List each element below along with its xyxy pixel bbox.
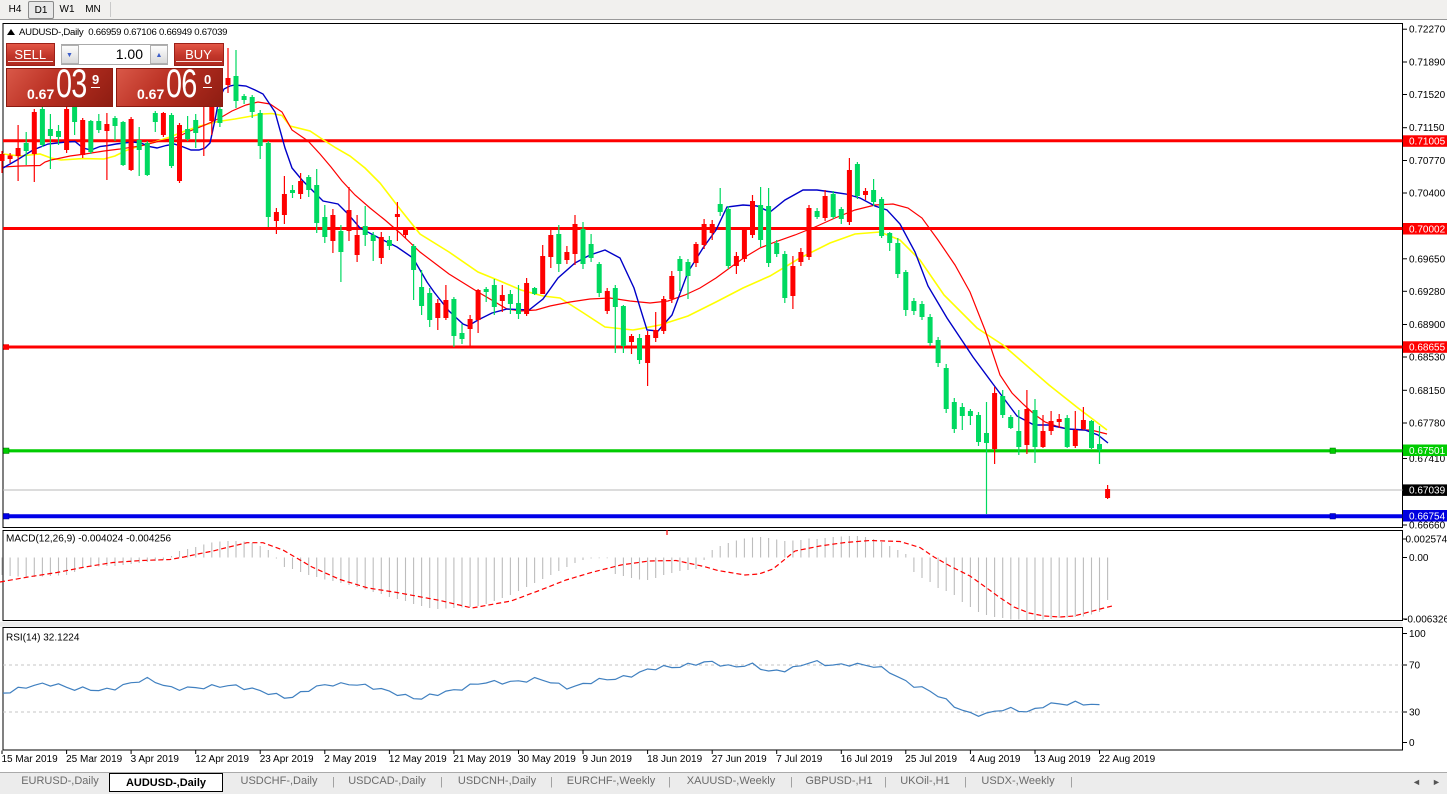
svg-text:0.67410: 0.67410 bbox=[1409, 454, 1446, 465]
svg-text:MACD(12,26,9) -0.004024 -0.004: MACD(12,26,9) -0.004024 -0.004256 bbox=[6, 534, 172, 545]
svg-text:0.66660: 0.66660 bbox=[1409, 521, 1446, 532]
svg-text:12 May 2019: 12 May 2019 bbox=[389, 754, 447, 765]
svg-text:2 May 2019: 2 May 2019 bbox=[324, 754, 377, 765]
svg-text:0.00: 0.00 bbox=[1409, 553, 1429, 564]
svg-text:70: 70 bbox=[1409, 661, 1421, 672]
svg-text:25 Jul 2019: 25 Jul 2019 bbox=[905, 754, 957, 765]
svg-text:0.68655: 0.68655 bbox=[1409, 343, 1446, 354]
svg-text:30: 30 bbox=[1409, 708, 1421, 719]
svg-text:18 Jun 2019: 18 Jun 2019 bbox=[647, 754, 702, 765]
svg-text:13 Aug 2019: 13 Aug 2019 bbox=[1035, 754, 1092, 765]
svg-text:0.71150: 0.71150 bbox=[1409, 123, 1445, 134]
svg-text:0.67039: 0.67039 bbox=[1409, 486, 1446, 497]
svg-text:0.70400: 0.70400 bbox=[1409, 189, 1446, 200]
svg-text:-0.006326: -0.006326 bbox=[1404, 615, 1447, 626]
svg-text:22 Aug 2019: 22 Aug 2019 bbox=[1099, 754, 1156, 765]
svg-text:0.70770: 0.70770 bbox=[1409, 156, 1446, 167]
svg-text:0: 0 bbox=[1409, 738, 1415, 749]
svg-text:0.70002: 0.70002 bbox=[1409, 224, 1446, 235]
svg-text:0.68530: 0.68530 bbox=[1409, 353, 1446, 364]
svg-text:0.71890: 0.71890 bbox=[1409, 58, 1446, 69]
svg-text:0.002574: 0.002574 bbox=[1406, 535, 1447, 546]
svg-text:0.69280: 0.69280 bbox=[1409, 287, 1446, 298]
svg-text:12 Apr 2019: 12 Apr 2019 bbox=[195, 754, 249, 765]
svg-text:23 Apr 2019: 23 Apr 2019 bbox=[260, 754, 314, 765]
svg-text:0.72270: 0.72270 bbox=[1409, 25, 1446, 36]
svg-text:0.71005: 0.71005 bbox=[1409, 137, 1446, 148]
svg-text:100: 100 bbox=[1409, 629, 1426, 640]
svg-text:3 Apr 2019: 3 Apr 2019 bbox=[131, 754, 180, 765]
svg-text:0.69650: 0.69650 bbox=[1409, 254, 1446, 265]
svg-text:0.68150: 0.68150 bbox=[1409, 386, 1446, 397]
svg-text:16 Jul 2019: 16 Jul 2019 bbox=[841, 754, 893, 765]
svg-text:0.67780: 0.67780 bbox=[1409, 419, 1446, 430]
svg-text:0.67501: 0.67501 bbox=[1409, 446, 1446, 457]
svg-text:9 Jun 2019: 9 Jun 2019 bbox=[583, 754, 633, 765]
svg-text:4 Aug 2019: 4 Aug 2019 bbox=[970, 754, 1021, 765]
svg-text:30 May 2019: 30 May 2019 bbox=[518, 754, 576, 765]
svg-text:21 May 2019: 21 May 2019 bbox=[453, 754, 511, 765]
svg-text:25 Mar 2019: 25 Mar 2019 bbox=[66, 754, 123, 765]
svg-text:0.66754: 0.66754 bbox=[1409, 511, 1446, 522]
svg-text:0.71520: 0.71520 bbox=[1409, 90, 1446, 101]
svg-text:RSI(14) 32.1224: RSI(14) 32.1224 bbox=[6, 633, 80, 644]
svg-text:27 Jun 2019: 27 Jun 2019 bbox=[712, 754, 767, 765]
svg-text:7 Jul 2019: 7 Jul 2019 bbox=[776, 754, 823, 765]
svg-text:0.68900: 0.68900 bbox=[1409, 320, 1446, 331]
svg-text:15 Mar 2019: 15 Mar 2019 bbox=[2, 754, 59, 765]
